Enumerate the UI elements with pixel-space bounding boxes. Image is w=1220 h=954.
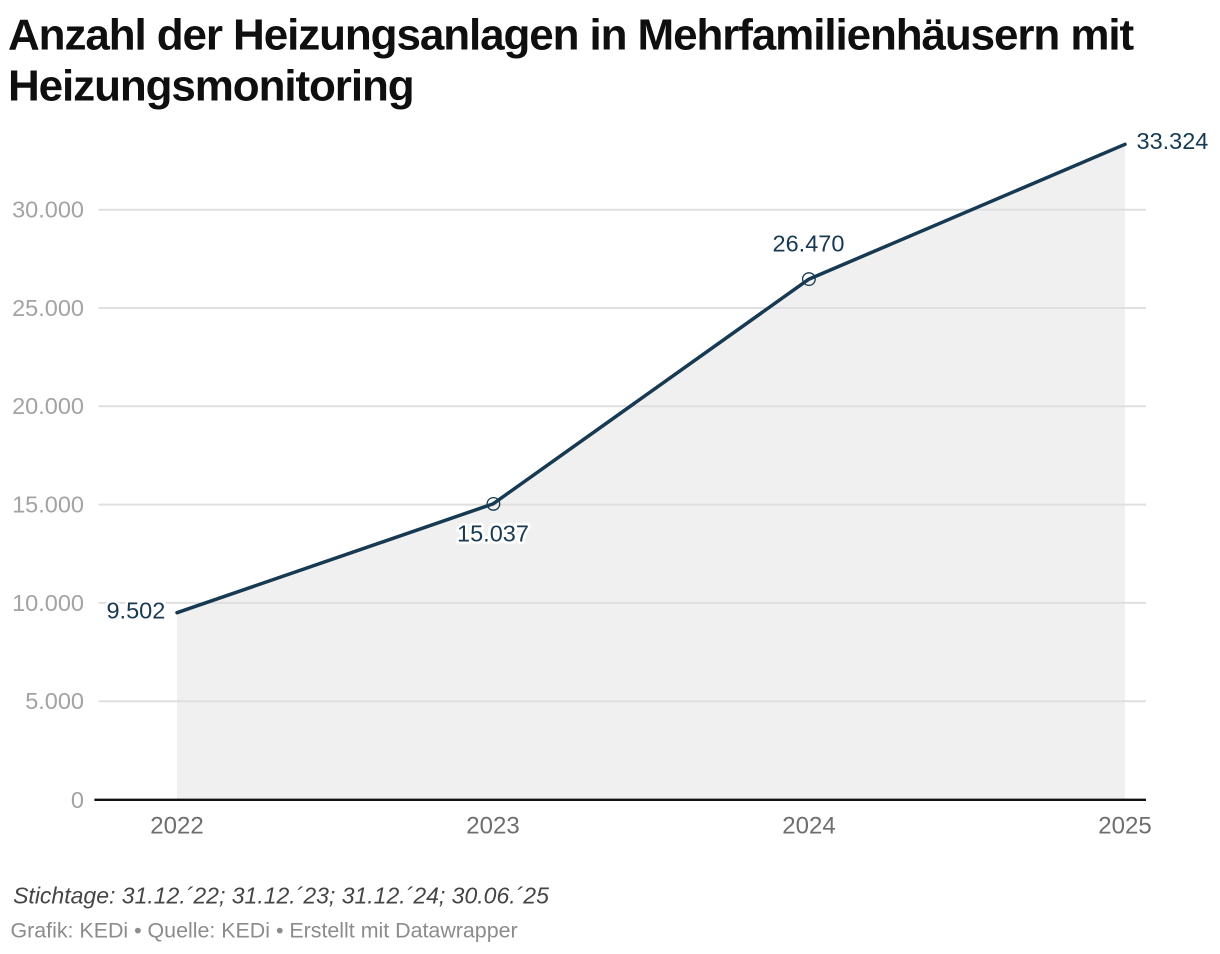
svg-text:30.000: 30.000	[12, 197, 84, 223]
svg-text:2023: 2023	[466, 812, 519, 839]
svg-text:25.000: 25.000	[12, 295, 84, 321]
svg-text:15.037: 15.037	[457, 521, 529, 547]
svg-text:Anzahl der Heizungsanlagen in: Anzahl der Heizungsanlagen in Mehrfamili…	[8, 11, 1134, 60]
svg-text:2022: 2022	[150, 812, 203, 839]
svg-text:Heizungsmonitoring: Heizungsmonitoring	[8, 62, 414, 111]
svg-text:26.470: 26.470	[773, 231, 845, 257]
svg-text:0: 0	[71, 787, 84, 813]
svg-text:Grafik: KEDi • Quelle: KEDi •: Grafik: KEDi • Quelle: KEDi • Erstellt m…	[11, 919, 518, 943]
svg-text:20.000: 20.000	[12, 393, 84, 419]
svg-text:9.502: 9.502	[106, 598, 165, 624]
svg-text:10.000: 10.000	[12, 590, 84, 616]
svg-text:33.324: 33.324	[1137, 128, 1209, 154]
svg-text:15.000: 15.000	[12, 492, 84, 518]
svg-text:5.000: 5.000	[25, 688, 84, 714]
svg-text:2025: 2025	[1098, 812, 1151, 839]
svg-text:Stichtage: 31.12.´22; 31.12.´2: Stichtage: 31.12.´22; 31.12.´23; 31.12.´…	[13, 882, 549, 908]
svg-text:2024: 2024	[782, 812, 835, 839]
